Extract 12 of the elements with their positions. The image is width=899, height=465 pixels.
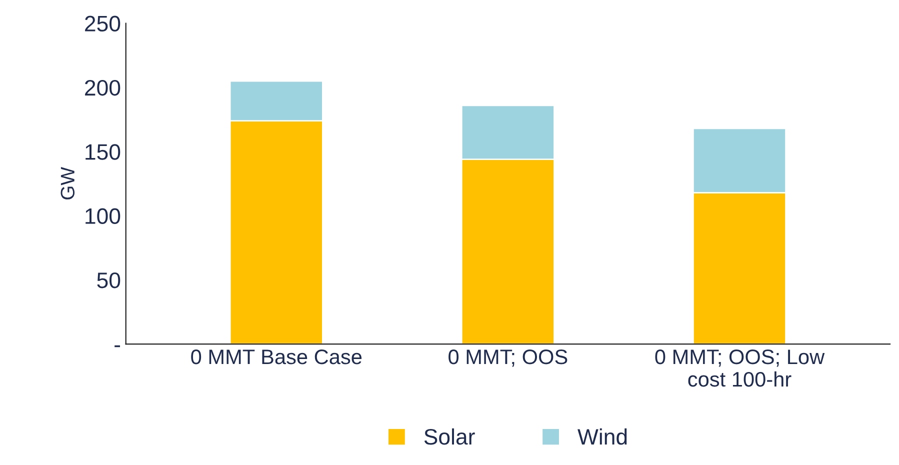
y-tick-label: 200	[85, 80, 120, 96]
x-tick-label: 0 MMT Base Case	[191, 350, 362, 364]
y-tick-label: 150	[86, 144, 120, 160]
y-tick-label: 100	[86, 208, 120, 224]
y-axis-title: GW	[60, 167, 75, 200]
legend-label: Wind	[578, 428, 627, 445]
x-tick-label: 0 MMT; OOS	[448, 350, 568, 367]
y-tick-label: -	[114, 345, 120, 348]
y-tick-label: 250	[85, 16, 120, 32]
y-tick-label: 50	[97, 272, 120, 288]
legend-label: Solar	[424, 428, 475, 445]
x-tick-label: 0 MMT; OOS; Low cost 100-hr	[655, 350, 825, 387]
